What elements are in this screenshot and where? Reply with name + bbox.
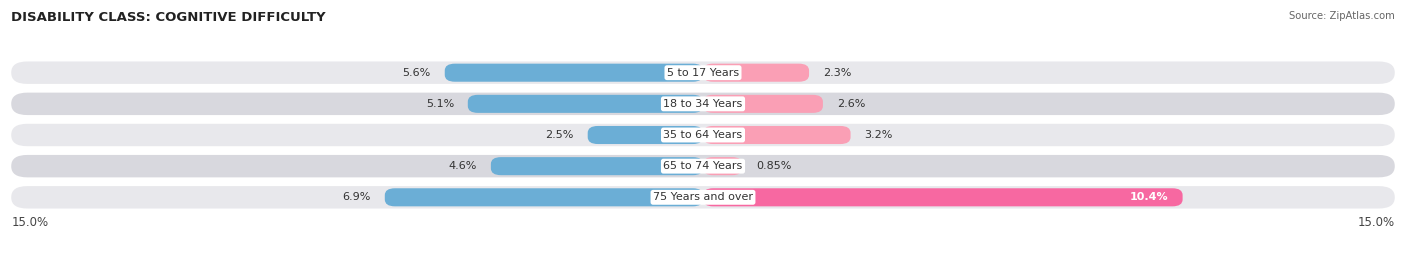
Text: 6.9%: 6.9% <box>343 192 371 202</box>
Text: 5.1%: 5.1% <box>426 99 454 109</box>
Text: 2.6%: 2.6% <box>837 99 865 109</box>
Text: 5 to 17 Years: 5 to 17 Years <box>666 68 740 78</box>
Text: DISABILITY CLASS: COGNITIVE DIFFICULTY: DISABILITY CLASS: COGNITIVE DIFFICULTY <box>11 11 326 24</box>
Legend: Male, Female: Male, Female <box>640 266 766 270</box>
FancyBboxPatch shape <box>11 124 1395 146</box>
Text: 15.0%: 15.0% <box>11 216 48 229</box>
FancyBboxPatch shape <box>703 188 1182 206</box>
Text: 0.85%: 0.85% <box>756 161 792 171</box>
FancyBboxPatch shape <box>588 126 703 144</box>
Text: Source: ZipAtlas.com: Source: ZipAtlas.com <box>1289 11 1395 21</box>
FancyBboxPatch shape <box>11 62 1395 84</box>
Text: 65 to 74 Years: 65 to 74 Years <box>664 161 742 171</box>
FancyBboxPatch shape <box>385 188 703 206</box>
FancyBboxPatch shape <box>703 95 823 113</box>
FancyBboxPatch shape <box>703 126 851 144</box>
Text: 35 to 64 Years: 35 to 64 Years <box>664 130 742 140</box>
FancyBboxPatch shape <box>703 157 742 175</box>
Text: 15.0%: 15.0% <box>1358 216 1395 229</box>
FancyBboxPatch shape <box>491 157 703 175</box>
Text: 4.6%: 4.6% <box>449 161 477 171</box>
Text: 10.4%: 10.4% <box>1130 192 1168 202</box>
FancyBboxPatch shape <box>468 95 703 113</box>
FancyBboxPatch shape <box>444 64 703 82</box>
FancyBboxPatch shape <box>11 155 1395 177</box>
Text: 75 Years and over: 75 Years and over <box>652 192 754 202</box>
Text: 18 to 34 Years: 18 to 34 Years <box>664 99 742 109</box>
Text: 5.6%: 5.6% <box>402 68 430 78</box>
Text: 2.5%: 2.5% <box>546 130 574 140</box>
FancyBboxPatch shape <box>11 93 1395 115</box>
Text: 2.3%: 2.3% <box>823 68 851 78</box>
Text: 3.2%: 3.2% <box>865 130 893 140</box>
FancyBboxPatch shape <box>703 64 808 82</box>
FancyBboxPatch shape <box>11 186 1395 208</box>
